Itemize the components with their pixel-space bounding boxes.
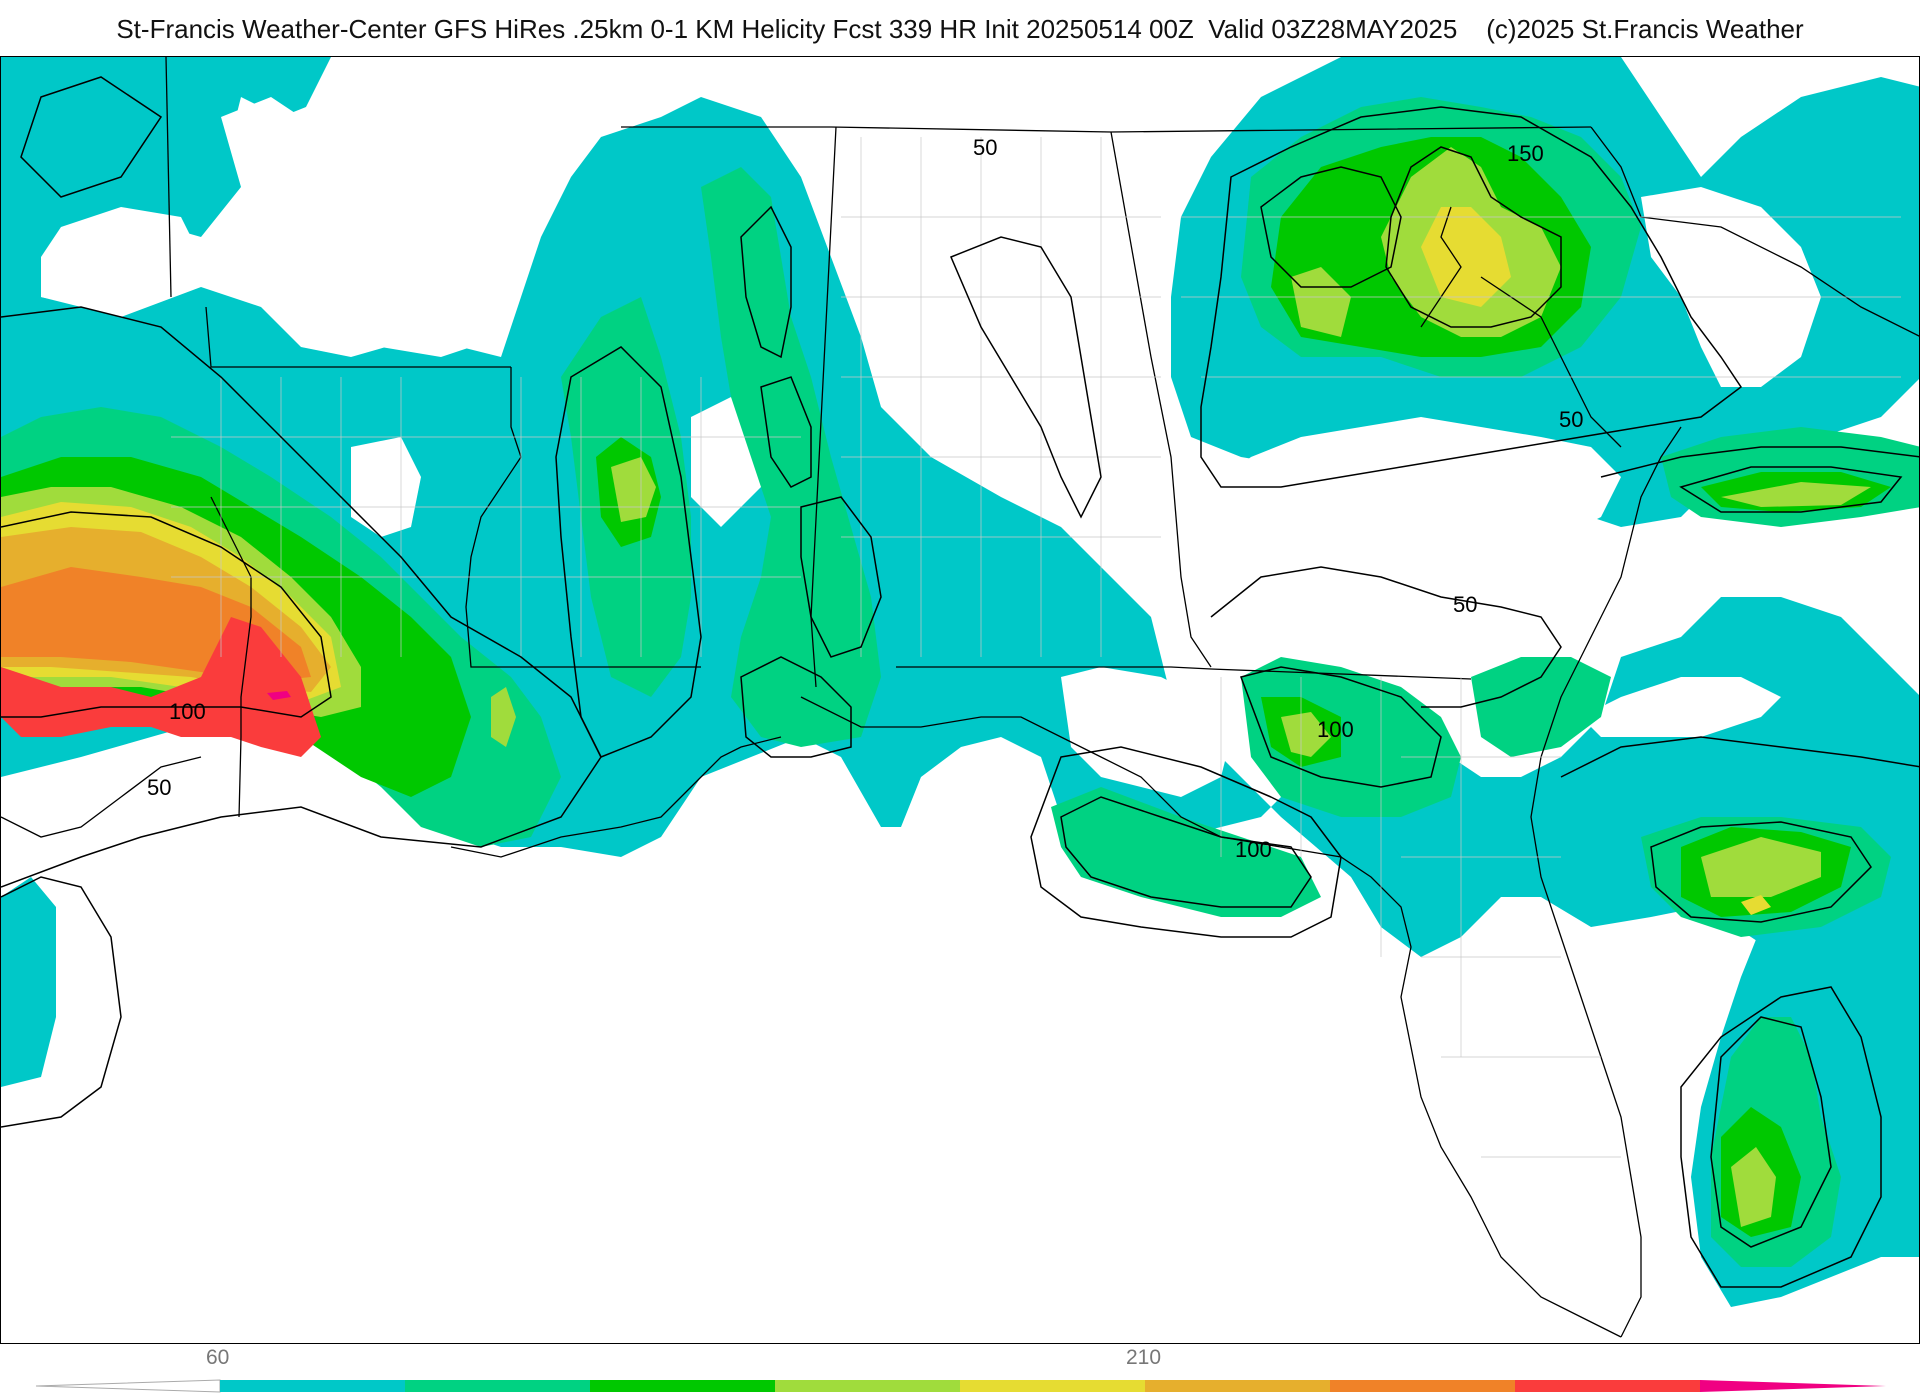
river-1	[210, 496, 252, 818]
contour-100-se	[1650, 821, 1872, 923]
fill-teal-central2	[701, 167, 881, 747]
colorbar-segment	[960, 1380, 1146, 1392]
contour-label: 50	[1559, 407, 1583, 432]
contour-label: 100	[1317, 717, 1354, 742]
boundaries	[1, 57, 1919, 1338]
fill-lime-c2	[491, 687, 516, 747]
fill-cyan-southwest	[1, 877, 56, 1087]
contour-label-group: 50 150 50 50 100 100 100 50	[147, 135, 1583, 862]
fill-teal-central4	[1051, 787, 1321, 917]
contour-50-east	[1600, 446, 1919, 478]
colorbar-tick-label: 210	[1126, 1346, 1161, 1369]
helicity-map: 50 150 50 50 100 100 100 50	[1, 57, 1919, 1338]
contour-100-gulf	[1240, 666, 1442, 788]
contour-label: 100	[169, 699, 206, 724]
colorbar-segment	[775, 1380, 961, 1392]
coast-louisiana	[450, 736, 782, 858]
hole-white-1	[41, 207, 201, 307]
coast-gulf	[800, 696, 1622, 1338]
fill-lime-ne2	[1291, 267, 1351, 337]
contour-50-se	[1560, 736, 1919, 778]
colorbar-segment	[220, 1380, 406, 1392]
state-line-2	[205, 306, 511, 368]
state-line-4	[621, 126, 1592, 133]
contour-label: 50	[147, 775, 171, 800]
river-2	[1420, 206, 1462, 328]
colorbar-segment	[1515, 1380, 1701, 1392]
colorbar: 60 210	[35, 1346, 1886, 1393]
contour-100-a	[1, 511, 332, 718]
contour-label: 50	[1453, 592, 1477, 617]
contour-100-f	[740, 656, 852, 758]
hole-white-3	[351, 437, 421, 537]
colorbar-left-arrow	[35, 1379, 221, 1393]
fill-lime-se2	[1731, 1147, 1776, 1227]
contour-150	[1385, 146, 1562, 328]
colorbar-segment	[1330, 1380, 1516, 1392]
colorbar-segment	[590, 1380, 776, 1392]
contour-100-se2	[1710, 1016, 1832, 1248]
colorbar-segment	[405, 1380, 591, 1392]
hole-white-7	[1211, 417, 1621, 547]
contour-100-ne	[1260, 166, 1402, 288]
colorbar-segments	[220, 1380, 1701, 1392]
contour-label: 150	[1507, 141, 1544, 166]
contour-50-sw	[1, 876, 122, 1128]
state-line-1	[165, 57, 172, 298]
state-line-7	[896, 666, 1472, 680]
coast-texas	[1, 756, 202, 838]
contour-50-a	[20, 76, 163, 198]
contour-50-d	[1200, 106, 1743, 488]
contour-100-b	[555, 346, 702, 758]
coast-atlantic	[1530, 426, 1682, 1338]
state-line-9	[1480, 276, 1622, 448]
contour-100-d	[760, 376, 812, 488]
colorbar-right-arrow	[1700, 1380, 1886, 1392]
contour-100-east	[1679, 466, 1903, 513]
hole-white-9	[1581, 677, 1781, 737]
helicity-fill	[1, 57, 1919, 1307]
fill-magenta-west	[267, 691, 291, 700]
contour-50-e	[1210, 566, 1562, 708]
county-lines	[171, 137, 1901, 1158]
fill-lime-se	[1701, 837, 1821, 897]
fill-lime-gulf	[1281, 712, 1331, 757]
map-title: St-Francis Weather-Center GFS HiRes .25k…	[116, 14, 1804, 44]
state-line-6	[1110, 131, 1212, 668]
contour-lines	[1, 76, 1919, 1288]
colorbar-tick-label: 60	[206, 1346, 229, 1369]
fill-yellow-east	[1741, 895, 1771, 915]
contour-100-fl	[1060, 796, 1312, 908]
contour-50-se2	[1680, 986, 1882, 1288]
state-line-8	[1590, 126, 1919, 337]
contour-label: 50	[973, 135, 997, 160]
fill-lime-c1	[611, 457, 656, 522]
hole-white-10	[1641, 187, 1821, 387]
fill-lime-east	[1721, 482, 1871, 507]
contour-50-b	[1, 306, 602, 888]
contour-100-e	[800, 496, 882, 658]
map-panel: 50 150 50 50 100 100 100 50	[0, 56, 1920, 1344]
hole-white-2	[231, 87, 521, 357]
colorbar-segment	[1145, 1380, 1331, 1392]
fill-teal-east	[1471, 657, 1611, 757]
contour-100-c	[740, 205, 792, 359]
contour-50-c	[950, 236, 1102, 519]
contour-50-fl	[1030, 746, 1342, 938]
contour-label: 100	[1235, 837, 1272, 862]
